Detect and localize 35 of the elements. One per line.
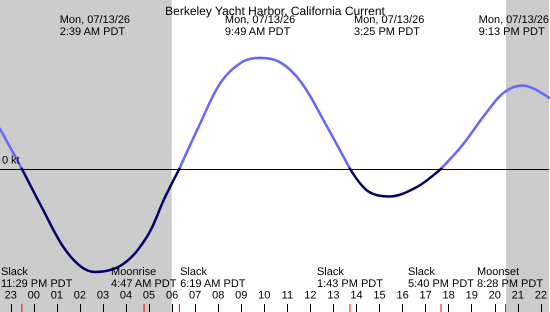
x-tick-label: 03 (96, 290, 110, 302)
x-tick-label: 08 (212, 290, 224, 302)
x-tick-label: 22 (534, 290, 548, 302)
ref-line-label: Slack 1:43 PM PDT (316, 266, 384, 290)
x-tick-label: 07 (189, 290, 202, 302)
ref-line-label: Moonset 8:28 PM PDT (477, 266, 544, 290)
ref-line-label: Moonrise 4:47 AM PDT (111, 266, 177, 290)
x-tick-label: 14 (350, 290, 363, 302)
ref-line-label: 0 kt (2, 154, 20, 166)
x-tick-label: 04 (120, 290, 132, 302)
ref-line-label: Slack 11:29 PM PDT (1, 266, 73, 290)
x-tick-label: 09 (235, 290, 248, 302)
x-tick-label: 23 (4, 290, 17, 302)
x-tick-label: 00 (28, 290, 40, 302)
x-tick-label: 17 (420, 290, 432, 302)
x-tick-label: 18 (442, 290, 455, 302)
text: Mon, 07/13/26 3:25 PM PDT (354, 14, 424, 38)
x-tick-label: 11 (282, 290, 294, 302)
x-tick-label: 02 (74, 290, 86, 302)
ref-line-label: Slack 6:19 AM PDT (180, 266, 246, 290)
x-tick-label: 06 (166, 290, 178, 302)
x-tick-label: 16 (396, 290, 409, 302)
x-tick-label: 10 (258, 290, 270, 302)
text: Mon, 07/13/26 9:49 AM PDT (224, 14, 296, 38)
text: Mon, 07/13/26 2:39 AM PDT (60, 14, 130, 38)
x-tick-label: 15 (373, 290, 386, 302)
x-tick-label: 05 (142, 290, 156, 302)
x-tick-label: 20 (488, 290, 501, 302)
x-tick-label: 01 (50, 290, 63, 302)
x-tick-label: 19 (466, 290, 478, 302)
x-tick-label: 12 (304, 290, 317, 302)
x-tick-label: 13 (327, 290, 340, 302)
ref-line-label: Slack 5:40 PM PDT (408, 266, 474, 290)
x-tick-label: 21 (512, 290, 524, 302)
text: Mon, 07/13/26 9:13 PM PDT (478, 14, 550, 38)
